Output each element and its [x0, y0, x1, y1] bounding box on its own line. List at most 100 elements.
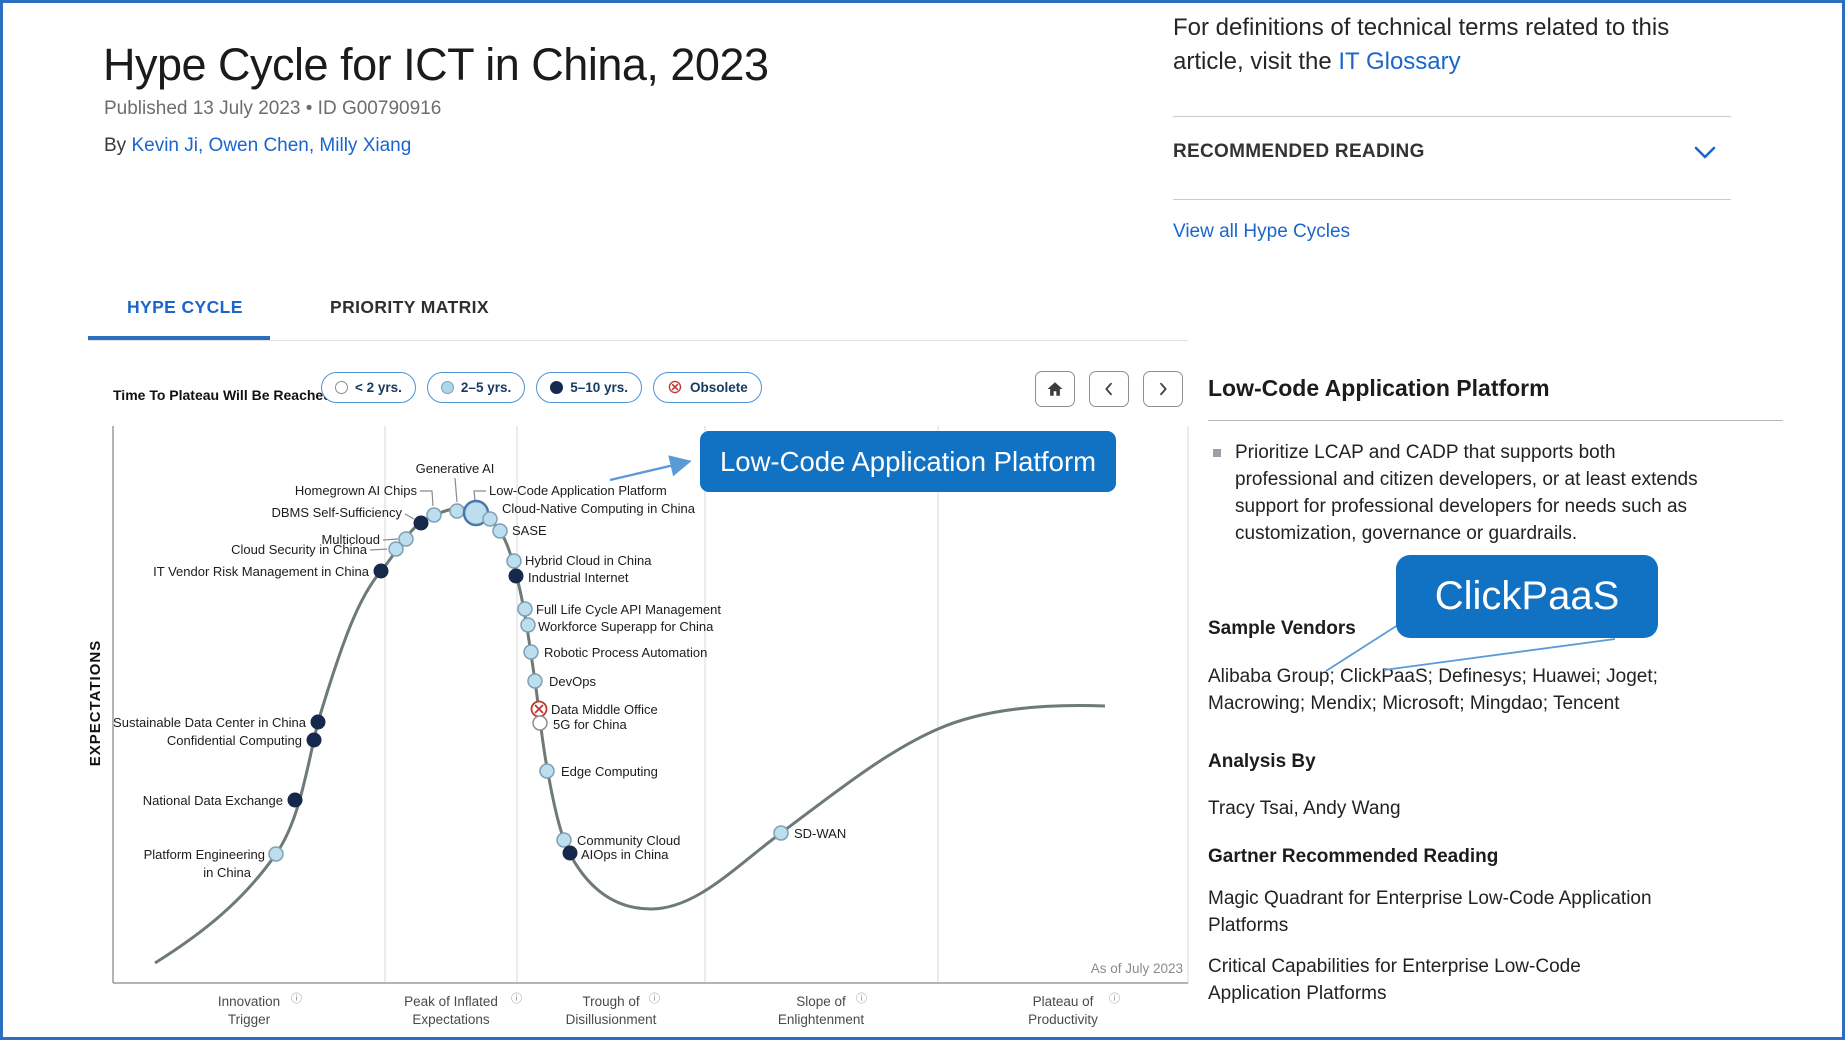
label-leader-line — [420, 490, 434, 507]
legend-pill-label: < 2 yrs. — [355, 380, 402, 395]
chart-point-Homegrown AI Chips[interactable] — [426, 507, 442, 523]
point-label[interactable]: Edge Computing — [561, 764, 658, 779]
point-label[interactable]: Platform Engineering — [144, 847, 265, 862]
sample-vendors-heading: Sample Vendors — [1208, 618, 1356, 639]
chart-point-IT Vendor Risk Management in China[interactable] — [373, 563, 389, 579]
obsolete-x-icon — [534, 704, 544, 714]
legend-pill-obsolete[interactable]: ⊗ Obsolete — [653, 372, 762, 403]
point-label[interactable]: Multicloud — [321, 532, 380, 547]
point-label[interactable]: Robotic Process Automation — [544, 645, 707, 660]
point-label[interactable]: 5G for China — [553, 717, 627, 732]
point-label[interactable]: DevOps — [549, 674, 596, 689]
point-label[interactable]: Confidential Computing — [167, 733, 302, 748]
chart-point-Community Cloud[interactable] — [556, 832, 572, 848]
info-icon[interactable]: ⓘ — [649, 992, 660, 1005]
legend-pills: < 2 yrs. 2–5 yrs. 5–10 yrs. ⊗ Obsolete — [321, 372, 762, 403]
point-label[interactable]: Sustainable Data Center in China — [113, 715, 307, 730]
it-glossary-link[interactable]: IT Glossary — [1338, 48, 1461, 75]
hype-cycle-chart[interactable]: EXPECTATIONS As of July 2023 Innovation ⓘ Tr… — [83, 418, 1193, 1040]
phase-label: Expectations — [412, 1012, 490, 1027]
chart-point-Sustainable Data Center in China[interactable] — [310, 714, 326, 730]
chart-point-SD-WAN[interactable] — [773, 825, 789, 841]
divider — [1173, 199, 1731, 200]
point-label[interactable]: Industrial Internet — [528, 570, 629, 585]
obsolete-icon: ⊗ — [667, 377, 683, 398]
chart-point-Robotic Process Automation[interactable] — [523, 644, 539, 660]
point-label[interactable]: Low-Code Application Platform — [489, 483, 667, 498]
phase-label: Trigger — [228, 1012, 271, 1027]
active-tab-underline — [88, 336, 270, 341]
chart-point-National Data Exchange[interactable] — [287, 792, 303, 808]
point-label[interactable]: Hybrid Cloud in China — [525, 553, 652, 568]
phase-label: Productivity — [1028, 1012, 1098, 1027]
chart-point-5G for China[interactable] — [532, 715, 548, 731]
chevron-down-icon[interactable] — [1693, 145, 1717, 161]
home-button[interactable] — [1035, 371, 1075, 407]
point-label[interactable]: DBMS Self-Sufficiency — [271, 505, 402, 520]
info-icon[interactable]: ⓘ — [1109, 992, 1120, 1005]
point-label[interactable]: IT Vendor Risk Management in China — [153, 564, 370, 579]
view-all-hype-cycles-link[interactable]: View all Hype Cycles — [1173, 221, 1351, 242]
point-label[interactable]: National Data Exchange — [143, 793, 283, 808]
chart-point-DBMS Self-Sufficiency[interactable] — [413, 515, 429, 531]
chart-point-Industrial Internet[interactable] — [508, 568, 524, 584]
chart-point-Multicloud[interactable] — [398, 531, 414, 547]
chart-point-Hybrid Cloud in China[interactable] — [506, 553, 522, 569]
legend-pill-5-10yrs[interactable]: 5–10 yrs. — [536, 372, 643, 403]
point-label[interactable]: SASE — [512, 523, 547, 538]
panel-title: Low-Code Application Platform — [1208, 375, 1550, 401]
chart-point-Cloud Security in China[interactable] — [388, 541, 404, 557]
chart-point-SASE[interactable] — [492, 523, 508, 539]
legend-pill-2-5yrs[interactable]: 2–5 yrs. — [426, 372, 526, 403]
published-line: Published 13 July 2023 • ID G00790916 — [104, 98, 442, 119]
phase-label: Peak of Inflated — [404, 994, 498, 1009]
point-label[interactable]: Cloud Security in China — [231, 542, 368, 557]
chart-point-Generative AI[interactable] — [449, 503, 465, 519]
tab-hype-cycle[interactable]: HYPE CYCLE — [127, 297, 243, 317]
point-label[interactable]: Homegrown AI Chips — [295, 483, 418, 498]
divider — [1173, 116, 1731, 117]
panel-divider — [1208, 420, 1783, 421]
point-label[interactable]: SD-WAN — [794, 826, 846, 841]
next-button[interactable] — [1143, 371, 1183, 407]
phase-label: Trough of — [582, 994, 640, 1009]
chart-nav-buttons — [1035, 371, 1183, 407]
legend-pill-label: 2–5 yrs. — [460, 380, 512, 395]
chart-point-AIOps in China[interactable] — [562, 845, 578, 861]
analyst-links[interactable]: Tracy Tsai, Andy Wang — [1208, 798, 1401, 819]
point-label[interactable]: Full Life Cycle API Management — [536, 602, 721, 617]
point-label[interactable]: AIOps in China — [581, 847, 669, 862]
author-links[interactable]: Kevin Ji, Owen Chen, Milly Xiang — [131, 135, 412, 156]
chart-point-Full Life Cycle API Management[interactable] — [517, 601, 533, 617]
tab-priority-matrix[interactable]: PRIORITY MATRIX — [330, 297, 489, 317]
chart-point-Platform Engineering in China[interactable] — [268, 846, 284, 862]
point-label[interactable]: Workforce Superapp for China — [538, 619, 714, 634]
info-icon[interactable]: ⓘ — [291, 992, 302, 1005]
point-label[interactable]: Generative AI — [416, 461, 495, 476]
chart-point-Workforce Superapp for China[interactable] — [520, 617, 536, 633]
chart-point-Edge Computing[interactable] — [539, 763, 555, 779]
info-icon[interactable]: ⓘ — [511, 992, 522, 1005]
info-icon[interactable]: ⓘ — [856, 992, 867, 1005]
panel-bullet-text: Prioritize LCAP and CADP that supports b… — [1235, 442, 1698, 544]
glossary-intro-text: For definitions of technical terms relat… — [1173, 14, 1670, 75]
chart-point-Confidential Computing[interactable] — [306, 732, 322, 748]
legend-pill-label: 5–10 yrs. — [570, 380, 629, 395]
point-label[interactable]: Data Middle Office — [551, 702, 658, 717]
legend-label: Time To Plateau Will Be Reached: — [113, 387, 337, 403]
5-10yrs-dot-icon — [550, 381, 564, 394]
recommended-reading-header[interactable]: RECOMMENDED READING — [1173, 141, 1425, 162]
lowcode-callout-box: Low-Code Application Platform — [700, 431, 1116, 492]
reading-link-critical-capabilities[interactable]: Critical Capabilities for Enterprise Low… — [1208, 956, 1581, 1004]
glossary-intro: For definitions of technical terms relat… — [1173, 11, 1718, 79]
home-icon — [1047, 382, 1063, 396]
phase-label: Slope of — [796, 994, 846, 1009]
point-label[interactable]: Community Cloud — [577, 833, 680, 848]
chart-point-DevOps[interactable] — [527, 673, 543, 689]
reading-link-magic-quadrant[interactable]: Magic Quadrant for Enterprise Low-Code A… — [1208, 888, 1652, 936]
chart-point-Cloud-Native Computing in China[interactable] — [482, 511, 498, 527]
legend-pill-lt2yrs[interactable]: < 2 yrs. — [321, 372, 416, 403]
point-label[interactable]: Cloud-Native Computing in China — [502, 501, 696, 516]
prev-button[interactable] — [1089, 371, 1129, 407]
point-label[interactable]: in China — [203, 865, 251, 880]
